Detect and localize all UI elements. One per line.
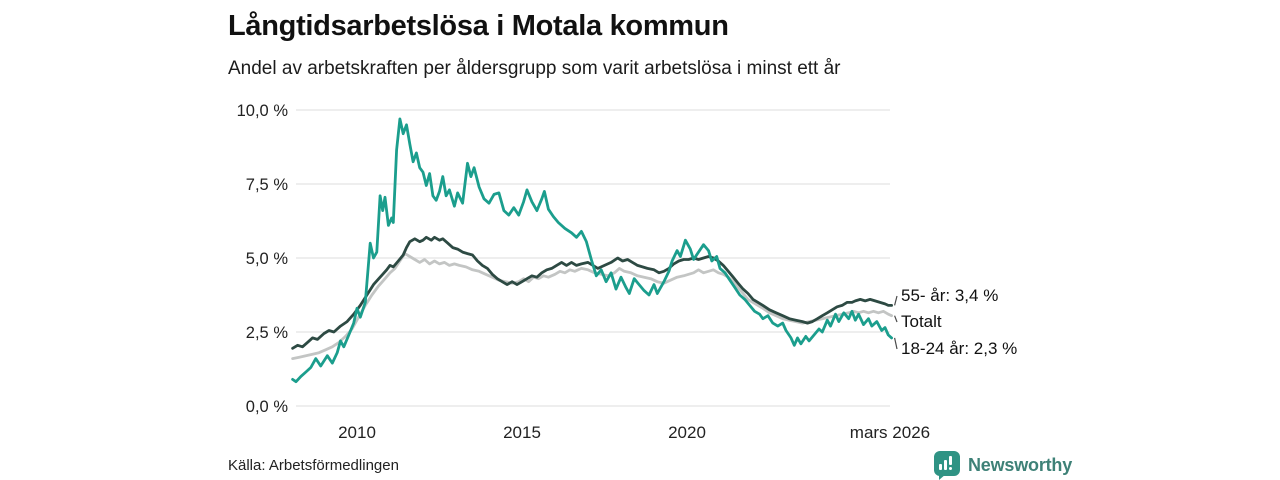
- annotation-connector: [894, 295, 898, 306]
- x-axis-tick-label: 2015: [503, 423, 541, 442]
- y-axis-tick-label: 10,0 %: [237, 102, 289, 120]
- page-subtitle: Andel av arbetskraften per åldersgrupp s…: [228, 58, 841, 79]
- x-axis-tick-label: 2010: [338, 423, 376, 442]
- chart-header: Långtidsarbetslösa i Motala kommun Andel…: [228, 8, 1088, 80]
- bar-chart-speech-bubble-icon: [934, 451, 960, 480]
- y-axis-tick-label: 5,0 %: [246, 250, 289, 268]
- y-axis-tick-label: 7,5 %: [246, 176, 289, 194]
- annotation-connector: [894, 315, 898, 323]
- x-axis-tick-label: 2020: [668, 423, 706, 442]
- x-axis-tick-label: mars 2026: [850, 423, 930, 442]
- y-axis-tick-label: 0,0 %: [246, 398, 289, 416]
- y-axis-tick-label: 2,5 %: [246, 324, 289, 342]
- newsworthy-logo: Newsworthy: [933, 450, 1072, 480]
- series-annotation-18-24: 18-24 år: 2,3 %: [901, 339, 1018, 358]
- series-line-55- år: [291, 235, 893, 350]
- series-annotation-total: Totalt: [901, 312, 942, 331]
- series-annotation-55-plus: 55- år: 3,4 %: [901, 286, 999, 305]
- source-note: Källa: Arbetsförmedlingen: [228, 457, 399, 474]
- newsworthy-wordmark: Newsworthy: [968, 454, 1073, 475]
- series-line-18-24 år: [291, 117, 893, 384]
- page-title: Långtidsarbetslösa i Motala kommun: [228, 10, 729, 42]
- annotation-connector: [894, 337, 898, 350]
